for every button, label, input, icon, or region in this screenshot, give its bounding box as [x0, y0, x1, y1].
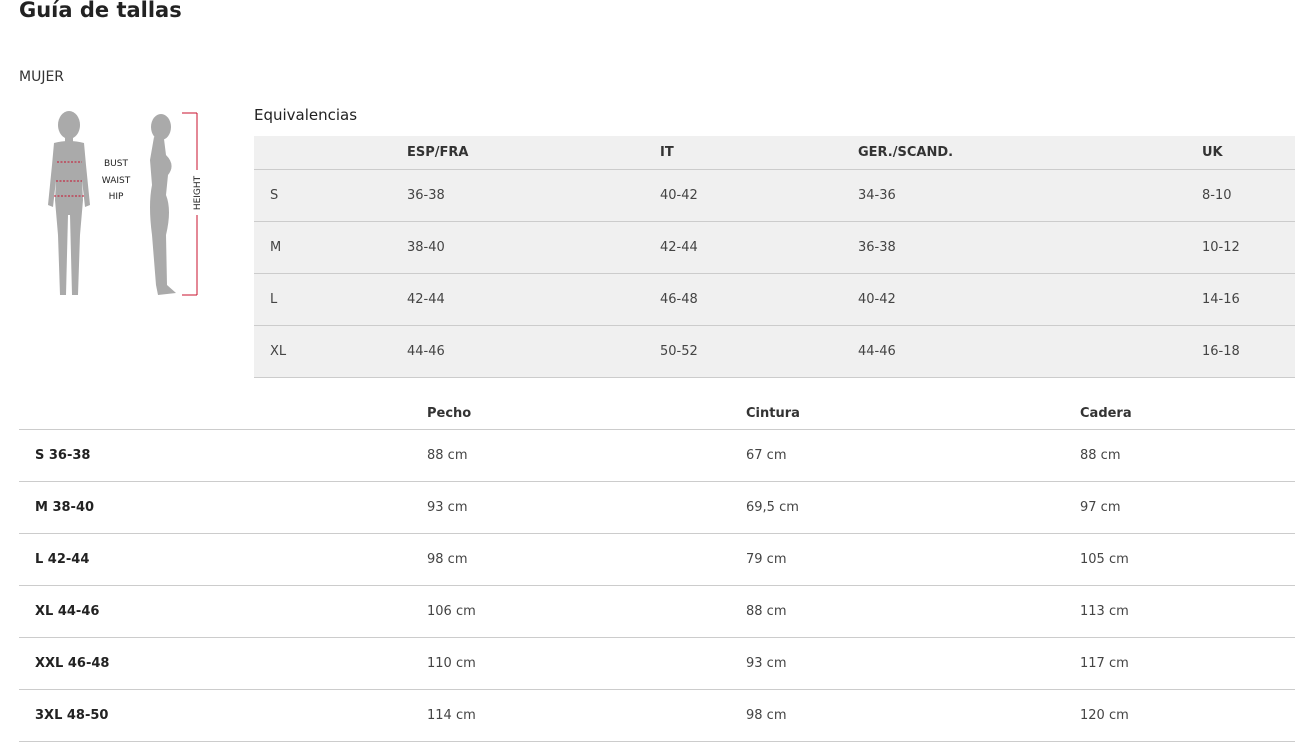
size-cell: XXL 46-48 — [19, 637, 427, 690]
body-measurement-figure: BUST WAIST HIP HEIGHT — [48, 111, 203, 296]
value-cell: 88 cm — [427, 429, 746, 482]
value-cell: 16-18 — [1202, 325, 1295, 378]
size-cell: M 38-40 — [19, 481, 427, 534]
value-cell: 42-44 — [407, 273, 660, 326]
column-header: Cintura — [746, 398, 1080, 430]
value-cell: 34-36 — [858, 169, 1202, 222]
side-silhouette-icon — [150, 114, 176, 295]
column-header — [254, 136, 407, 170]
value-cell: 110 cm — [427, 637, 746, 690]
page-title: Guía de tallas — [19, 0, 182, 22]
value-cell: 14-16 — [1202, 273, 1295, 326]
value-cell: 8-10 — [1202, 169, 1295, 222]
value-cell: 93 cm — [746, 637, 1080, 690]
table-row: M 38-40 93 cm 69,5 cm 97 cm — [19, 481, 1295, 534]
column-header: IT — [660, 136, 858, 170]
value-cell: 44-46 — [407, 325, 660, 378]
value-cell: 10-12 — [1202, 221, 1295, 274]
size-cell: XL — [254, 325, 407, 378]
table-row: L 42-44 46-48 40-42 14-16 — [254, 273, 1295, 326]
column-header: ESP/FRA — [407, 136, 660, 170]
value-cell: 36-38 — [858, 221, 1202, 274]
value-cell: 114 cm — [427, 689, 746, 742]
table-row: 3XL 48-50 114 cm 98 cm 120 cm — [19, 689, 1295, 742]
table-row: S 36-38 40-42 34-36 8-10 — [254, 169, 1295, 222]
value-cell: 69,5 cm — [746, 481, 1080, 534]
table-row: M 38-40 42-44 36-38 10-12 — [254, 221, 1295, 274]
size-cell: L — [254, 273, 407, 326]
value-cell: 105 cm — [1080, 533, 1295, 586]
value-cell: 40-42 — [858, 273, 1202, 326]
value-cell: 98 cm — [746, 689, 1080, 742]
column-header: Pecho — [427, 398, 746, 430]
height-label: HEIGHT — [193, 175, 203, 210]
value-cell: 97 cm — [1080, 481, 1295, 534]
section-label: MUJER — [19, 69, 65, 85]
table-header-row: ESP/FRA IT GER./SCAND. UK — [254, 136, 1295, 170]
value-cell: 44-46 — [858, 325, 1202, 378]
value-cell: 42-44 — [660, 221, 858, 274]
front-silhouette-icon — [48, 111, 90, 295]
column-header: GER./SCAND. — [858, 136, 1202, 170]
value-cell: 67 cm — [746, 429, 1080, 482]
size-cell: M — [254, 221, 407, 274]
table-row: XXL 46-48 110 cm 93 cm 117 cm — [19, 637, 1295, 690]
value-cell: 38-40 — [407, 221, 660, 274]
table-row: XL 44-46 50-52 44-46 16-18 — [254, 325, 1295, 378]
measurements-table: Pecho Cintura Cadera S 36-38 88 cm 67 cm 88… — [19, 398, 1295, 742]
value-cell: 98 cm — [427, 533, 746, 586]
equivalences-title: Equivalencias — [254, 106, 358, 124]
table-row: S 36-38 88 cm 67 cm 88 cm — [19, 429, 1295, 482]
column-header: UK — [1202, 136, 1295, 170]
table-row: L 42-44 98 cm 79 cm 105 cm — [19, 533, 1295, 586]
column-header — [19, 398, 427, 430]
value-cell: 36-38 — [407, 169, 660, 222]
equivalences-table: ESP/FRA IT GER./SCAND. UK S 36-38 40-42 34-… — [254, 136, 1295, 378]
size-cell: XL 44-46 — [19, 585, 427, 638]
size-cell: 3XL 48-50 — [19, 689, 427, 742]
value-cell: 88 cm — [746, 585, 1080, 638]
table-row: XL 44-46 106 cm 88 cm 113 cm — [19, 585, 1295, 638]
size-cell: S 36-38 — [19, 429, 427, 482]
value-cell: 79 cm — [746, 533, 1080, 586]
table-header-row: Pecho Cintura Cadera — [19, 398, 1295, 430]
value-cell: 93 cm — [427, 481, 746, 534]
value-cell: 117 cm — [1080, 637, 1295, 690]
bust-label: BUST — [104, 159, 128, 169]
value-cell: 46-48 — [660, 273, 858, 326]
size-cell: S — [254, 169, 407, 222]
value-cell: 40-42 — [660, 169, 858, 222]
waist-label: WAIST — [102, 176, 131, 186]
value-cell: 120 cm — [1080, 689, 1295, 742]
hip-label: HIP — [109, 192, 124, 202]
value-cell: 106 cm — [427, 585, 746, 638]
value-cell: 88 cm — [1080, 429, 1295, 482]
value-cell: 50-52 — [660, 325, 858, 378]
column-header: Cadera — [1080, 398, 1295, 430]
size-cell: L 42-44 — [19, 533, 427, 586]
value-cell: 113 cm — [1080, 585, 1295, 638]
